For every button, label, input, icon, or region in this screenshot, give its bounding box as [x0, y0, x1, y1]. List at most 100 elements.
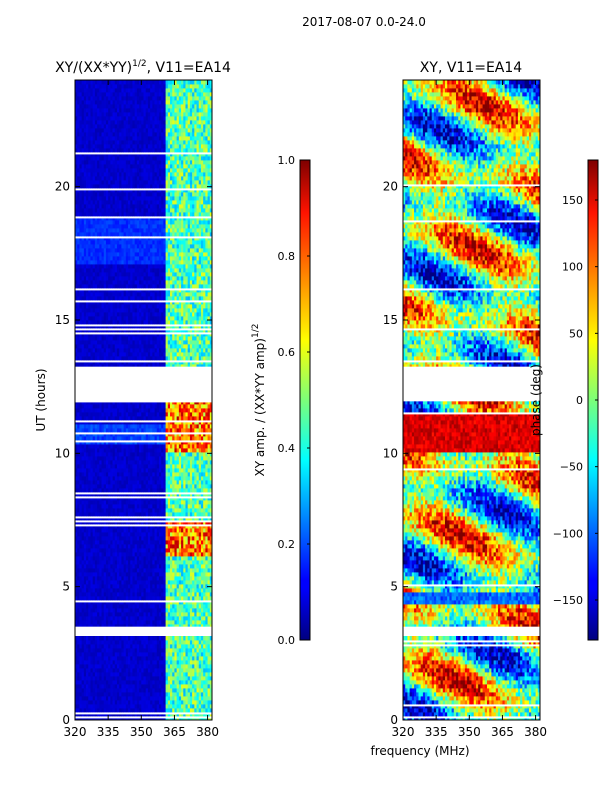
heatmap-cell: [209, 604, 212, 609]
heatmap-cell: [192, 652, 195, 657]
heatmap-cell: [128, 692, 131, 697]
heatmap-cell: [108, 708, 111, 713]
heatmap-cell: [101, 528, 105, 533]
heatmap-cell: [189, 424, 193, 429]
heatmap-cell: [125, 644, 129, 649]
heatmap-cell: [194, 576, 197, 581]
heatmap-cell: [101, 500, 105, 505]
heatmap-cell: [99, 564, 102, 569]
figure-title: 2017-08-07 0.0-24.0: [302, 15, 426, 29]
heatmap-cell: [123, 544, 127, 549]
heatmap-cell: [170, 620, 173, 625]
heatmap-cell: [185, 536, 189, 541]
heatmap-cell: [121, 552, 125, 557]
heatmap-cell: [132, 684, 136, 689]
heatmap-cell: [128, 652, 131, 657]
heatmap-cell: [139, 572, 142, 577]
heatmap-cell: [205, 404, 208, 409]
heatmap-cell: [136, 664, 140, 669]
heatmap-cell: [77, 704, 80, 709]
heatmap-cell: [134, 640, 138, 645]
heatmap-cell: [108, 704, 111, 709]
heatmap-cell: [125, 408, 129, 413]
heatmap-cell: [165, 480, 169, 485]
heatmap-cell: [150, 540, 153, 545]
heatmap-cell: [207, 552, 211, 557]
heatmap-cell: [99, 536, 102, 541]
heatmap-cell: [88, 648, 91, 653]
heatmap-cell: [116, 556, 120, 561]
heatmap-cell: [183, 680, 186, 685]
heatmap-cell: [185, 680, 189, 685]
heatmap-cell: [145, 612, 149, 617]
heatmap-cell: [81, 636, 85, 641]
heatmap-cell: [108, 460, 111, 465]
heatmap-cell: [75, 412, 78, 417]
heatmap-cell: [170, 500, 173, 505]
heatmap-cell: [134, 564, 138, 569]
heatmap-cell: [143, 576, 147, 581]
heatmap-cell: [181, 688, 184, 693]
heatmap-cell: [132, 552, 136, 557]
heatmap-cell: [192, 528, 195, 533]
heatmap-cell: [81, 484, 85, 489]
heatmap-cell: [167, 584, 171, 589]
heatmap-cell: [181, 560, 184, 565]
heatmap-cell: [187, 696, 191, 701]
heatmap-cell: [181, 476, 184, 481]
heatmap-cell: [152, 528, 155, 533]
heatmap-cell: [116, 500, 120, 505]
heatmap-cell: [75, 528, 78, 533]
heatmap-cell: [189, 364, 193, 369]
heatmap-cell: [121, 668, 125, 673]
heatmap-cell: [105, 636, 109, 641]
heatmap-cell: [79, 428, 83, 433]
heatmap-cell: [187, 624, 191, 629]
heatmap-cell: [181, 648, 184, 653]
heatmap-cell: [134, 704, 138, 709]
heatmap-cell: [128, 364, 131, 369]
heatmap-cell: [103, 528, 107, 533]
heatmap-cell: [114, 616, 118, 621]
heatmap-cell: [110, 696, 113, 701]
heatmap-cell: [205, 636, 208, 641]
heatmap-cell: [103, 560, 107, 565]
heatmap-cell: [161, 544, 164, 549]
heatmap-cell: [108, 408, 111, 413]
heatmap-cell: [172, 536, 175, 541]
heatmap-cell: [132, 696, 136, 701]
heatmap-cell: [134, 700, 138, 705]
heatmap-cell: [141, 512, 144, 517]
heatmap-cell: [170, 464, 173, 469]
heatmap-cell: [92, 688, 96, 693]
heatmap-cell: [83, 596, 87, 601]
heatmap-cell: [145, 592, 149, 597]
heatmap-cell: [105, 412, 109, 417]
heatmap-cell: [114, 540, 118, 545]
heatmap-cell: [108, 476, 111, 481]
heatmap-cell: [189, 672, 193, 677]
heatmap-cell: [83, 676, 87, 681]
heatmap-cell: [154, 412, 158, 417]
heatmap-cell: [163, 480, 166, 485]
heatmap-cell: [158, 488, 162, 493]
heatmap-cell: [79, 596, 83, 601]
heatmap-cell: [79, 536, 83, 541]
heatmap-cell: [196, 664, 200, 669]
heatmap-cell: [150, 536, 153, 541]
heatmap-cell: [116, 680, 120, 685]
heatmap-cell: [147, 512, 151, 517]
heatmap-cell: [101, 464, 105, 469]
heatmap-cell: [187, 568, 191, 573]
heatmap-cell: [172, 664, 175, 669]
heatmap-cell: [147, 568, 151, 573]
heatmap-cell: [79, 460, 83, 465]
heatmap-cell: [75, 456, 78, 461]
heatmap-cell: [181, 636, 184, 641]
heatmap-cell: [79, 356, 83, 361]
heatmap-cell: [130, 488, 133, 493]
heatmap-cell: [136, 480, 140, 485]
heatmap-cell: [114, 556, 118, 561]
heatmap-cell: [156, 416, 160, 421]
heatmap-cell: [125, 448, 129, 453]
